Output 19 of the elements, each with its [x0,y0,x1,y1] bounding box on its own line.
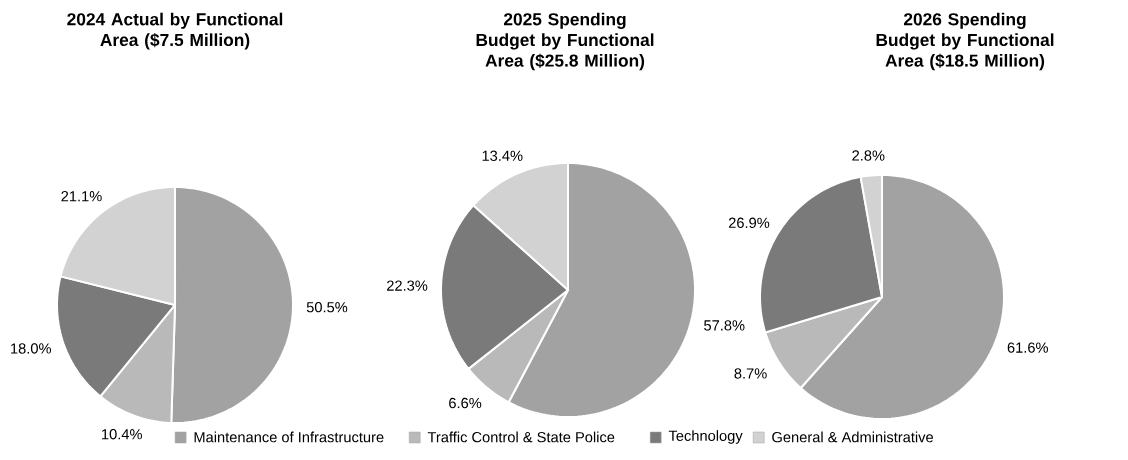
legend-label: General & Administrative [772,431,933,443]
data-label: 2.8% [852,150,885,161]
data-label: 18.0% [11,343,52,354]
data-label: 57.8% [704,320,745,331]
data-label: 10.4% [102,429,142,440]
data-label: 26.9% [728,217,770,228]
chart-title: 2024 Actual by Functional Area ($7.5 Million) [67,12,283,50]
chart-title: 2026 Spending Budget by Functional Area ($18.5 Million) [876,12,1054,71]
data-label: 13.4% [482,150,523,161]
legend-label: Technology [668,430,743,444]
data-label: 50.5% [306,301,348,313]
data-label: 8.7% [734,368,767,379]
data-label: 61.6% [1007,342,1049,353]
legend-label: Maintenance of Infrastructure [194,431,384,443]
data-label: 21.1% [61,191,102,202]
chart-title: 2025 Spending Budget by Functional Area ($25.8 Million) [476,12,654,71]
legend-label: Traffic Control & State Police [427,431,615,443]
data-label: 6.6% [449,397,482,409]
data-label: 22.3% [387,280,428,291]
